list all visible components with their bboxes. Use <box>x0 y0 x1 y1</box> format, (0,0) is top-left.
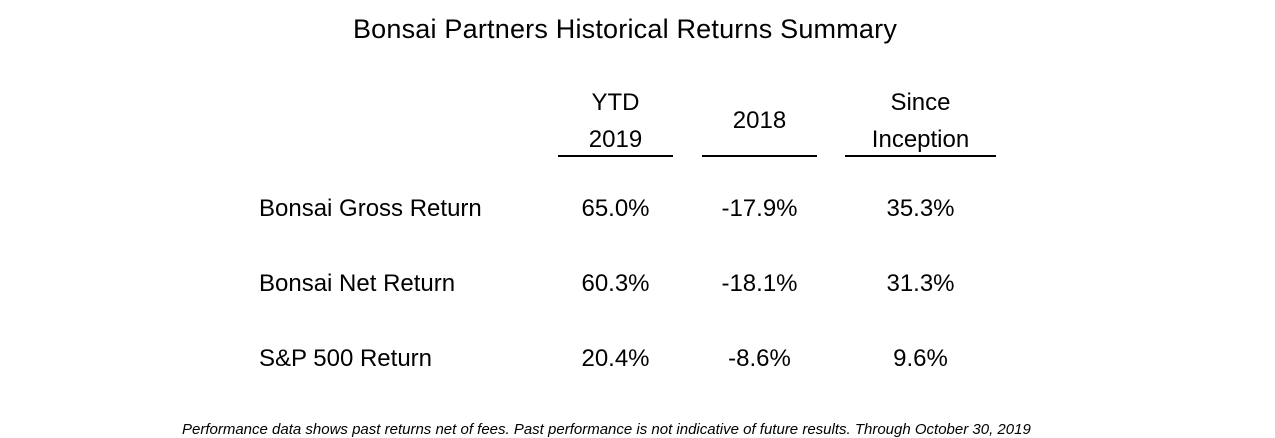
table-cell: 20.4% <box>581 345 650 372</box>
row-label-sp500-return: S&P 500 Return <box>259 345 433 372</box>
row-label-net-return: Bonsai Net Return <box>259 270 456 297</box>
table-cell: -8.6% <box>728 345 791 372</box>
table-cell: 31.3% <box>886 270 955 297</box>
column-header-2018: 2018 <box>702 86 817 157</box>
column-header-line: Since <box>890 88 951 116</box>
row-label-gross-return: Bonsai Gross Return <box>259 195 482 222</box>
table-cell: -17.9% <box>721 195 798 222</box>
column-header-line: 2018 <box>732 107 787 134</box>
column-header-ytd-2019: YTD 2019 <box>558 86 673 157</box>
table-cell: 65.0% <box>581 195 650 222</box>
table-cell: 9.6% <box>893 345 948 372</box>
column-header-since-inception: Since Inception <box>845 86 996 157</box>
column-header-line: YTD <box>591 88 640 116</box>
footnote: Performance data shows past returns net … <box>182 421 1031 438</box>
table-cell: 60.3% <box>581 270 650 297</box>
column-header-line: Inception <box>871 125 970 153</box>
page-title: Bonsai Partners Historical Returns Summa… <box>352 14 898 44</box>
table-cell: 35.3% <box>886 195 955 222</box>
column-header-line: 2019 <box>588 125 643 153</box>
table-cell: -18.1% <box>721 270 798 297</box>
